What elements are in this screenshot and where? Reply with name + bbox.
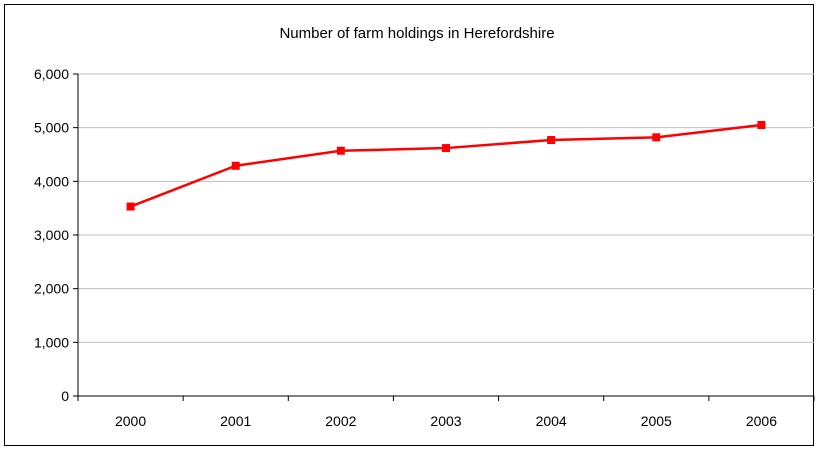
gridlines bbox=[78, 73, 814, 343]
data-point bbox=[442, 144, 450, 153]
x-tick-label: 2005 bbox=[641, 413, 672, 429]
series bbox=[126, 120, 766, 211]
y-tick-label: 5,000 bbox=[34, 120, 69, 136]
y-tick-label: 3,000 bbox=[34, 227, 69, 243]
y-tick-label: 6,000 bbox=[34, 66, 69, 82]
y-tick-label: 0 bbox=[61, 388, 69, 404]
data-point bbox=[547, 136, 556, 145]
y-tick-label: 2,000 bbox=[34, 281, 69, 297]
data-point bbox=[336, 146, 345, 155]
x-tick-label: 2001 bbox=[220, 413, 251, 429]
y-tick-label: 1,000 bbox=[34, 334, 69, 350]
axes bbox=[73, 73, 815, 401]
y-tick-label: 4,000 bbox=[34, 173, 69, 189]
x-tick-label: 2000 bbox=[115, 413, 146, 429]
x-tick-label: 2002 bbox=[325, 413, 356, 429]
data-point bbox=[757, 120, 766, 129]
x-tick-label: 2003 bbox=[430, 413, 461, 429]
chart-frame bbox=[4, 4, 814, 446]
data-point bbox=[126, 202, 135, 211]
data-point bbox=[231, 161, 240, 170]
data-point bbox=[652, 133, 661, 142]
series-line bbox=[130, 123, 762, 208]
x-tick-label: 2006 bbox=[746, 413, 777, 429]
y-tick-labels: 0 1,000 2,000 3,000 4,000 5,000 6,000 bbox=[34, 66, 69, 404]
chart-title: Number of farm holdings in Herefordshire bbox=[279, 25, 554, 42]
x-tick-labels: 2000 2001 2002 2003 2004 2005 2006 bbox=[115, 413, 777, 429]
x-tick-label: 2004 bbox=[536, 413, 567, 429]
